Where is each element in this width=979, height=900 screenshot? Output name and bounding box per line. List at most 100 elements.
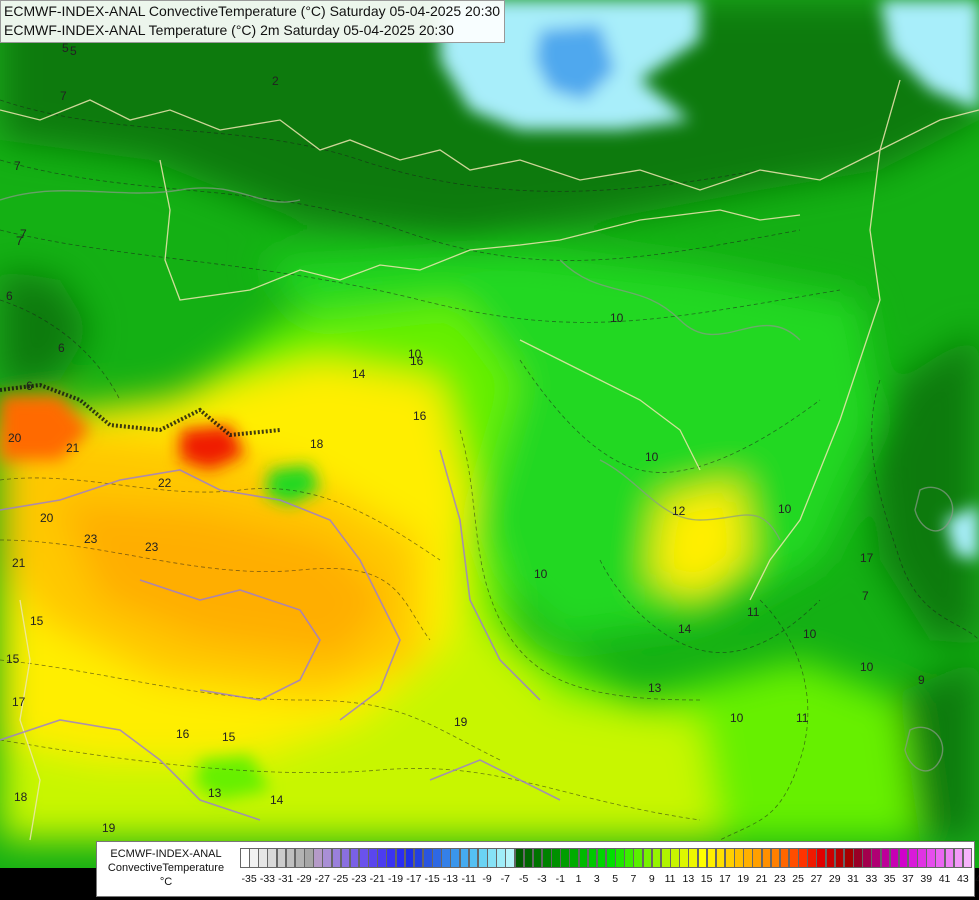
legend-tick-label: -5 [518, 873, 529, 885]
legend-color-bar [240, 848, 973, 868]
contour-label: 10 [730, 711, 744, 725]
deep-cold-sea [535, 25, 615, 100]
border-line [519, 339, 701, 471]
region-boundaries [0, 449, 561, 821]
contour-label: 19 [102, 821, 116, 835]
legend-tick-label: 17 [719, 873, 731, 885]
green-cold-spot [265, 465, 320, 505]
legend-tick-label: 41 [938, 873, 951, 885]
contour-line [519, 359, 821, 473]
contour-label: 10 [778, 502, 792, 516]
legend-tick-label: -13 [442, 873, 459, 885]
contour-label: 16 [413, 409, 427, 423]
contour-label: 11 [747, 605, 760, 619]
legend-tick-label: -3 [537, 873, 547, 885]
contour-label: 10 [610, 311, 624, 325]
grey-line [559, 259, 801, 341]
contour-label: 15 [222, 730, 236, 744]
legend-tick-label: -27 [314, 873, 330, 885]
contour-line [0, 477, 441, 561]
legend-tick-label: 27 [810, 873, 823, 885]
contour-label: 5 [70, 44, 77, 58]
contour-label: 12 [672, 504, 686, 518]
boundary-line [439, 449, 541, 701]
contour-label: 14 [270, 793, 284, 807]
legend-swatch [962, 848, 973, 868]
contour-label: 13 [208, 786, 222, 800]
contour-label: 6 [6, 289, 13, 303]
legend-tick-label: -23 [351, 873, 367, 885]
contour-label: 22 [158, 476, 172, 490]
contour-label: 23 [84, 532, 98, 546]
legend-tick-label: -35 [241, 873, 257, 885]
border-line [749, 79, 901, 601]
west-cold-region [0, 270, 90, 390]
legend-tick-label: 43 [957, 873, 969, 885]
contour-line [0, 159, 801, 261]
contour-lines [0, 99, 979, 841]
contour-label: 6 [58, 341, 65, 355]
contour-label: 6 [26, 379, 33, 393]
legend-source: ECMWF-INDEX-ANAL [110, 848, 222, 860]
contour-label: 16 [410, 354, 424, 368]
map-title-box: ECMWF-INDEX-ANAL ConvectiveTemperature (… [0, 0, 506, 43]
contour-label: 21 [66, 441, 80, 455]
boundary-line [139, 579, 321, 701]
contour-label: 10 [803, 627, 817, 641]
grey-line [904, 726, 944, 772]
border-line [19, 599, 41, 841]
contour-line [719, 599, 809, 841]
legend-variable: ConvectiveTemperature [107, 862, 225, 874]
red-orange-patch [0, 395, 90, 460]
east-yellow-patch [650, 480, 750, 600]
contour-line [0, 229, 841, 323]
legend-tick-label: 5 [612, 873, 619, 885]
legend-tick-label: 11 [664, 873, 676, 885]
border-line [0, 99, 979, 191]
contour-line [0, 299, 121, 401]
contour-label: 15 [30, 614, 44, 628]
legend-tick-label: 15 [700, 873, 713, 885]
legend-tick-label: -21 [369, 873, 385, 885]
grey-line [599, 459, 781, 541]
grey-line [0, 187, 301, 203]
legend-tick-label: 19 [737, 873, 750, 885]
contour-label: 17 [860, 551, 874, 565]
title-temperature-2m: ECMWF-INDEX-ANAL Temperature (°C) 2m Sat… [4, 22, 454, 38]
legend-tick-label: 37 [902, 873, 914, 885]
legend-tick-label: -7 [500, 873, 511, 885]
boundary-line [0, 469, 401, 721]
legend-tick-label: 1 [575, 873, 582, 885]
legend-tick-label: -11 [461, 873, 476, 885]
color-legend: ECMWF-INDEX-ANAL ConvectiveTemperature °… [96, 841, 979, 897]
front-hatching [0, 382, 281, 438]
legend-tick-label: -19 [387, 873, 404, 885]
contour-label: 7 [14, 159, 21, 173]
legend-tick-label: 23 [774, 873, 786, 885]
contour-label: 10 [860, 660, 874, 674]
northeast-sea [880, 0, 979, 110]
legend-tick-label: 31 [847, 873, 859, 885]
contour-line [0, 659, 501, 761]
hot-spots [0, 395, 320, 800]
contour-label: 10 [645, 450, 659, 464]
legend-tick-label: -25 [333, 873, 349, 885]
contour-label: 7 [20, 227, 27, 241]
border-line [159, 159, 801, 301]
grey-contours [0, 187, 954, 772]
contour-line [871, 379, 979, 641]
contour-label: 19 [454, 715, 468, 729]
boundary-line [0, 719, 261, 821]
contour-label: 15 [6, 652, 20, 666]
contour-label: 7 [862, 589, 869, 603]
contour-label: 17 [12, 695, 26, 709]
legend-tick-label: 9 [648, 873, 655, 885]
legend-tick-label: 29 [828, 873, 841, 885]
legend-tick-label: 39 [920, 873, 933, 885]
legend-tick-label: -15 [424, 873, 440, 885]
contour-line [0, 739, 701, 821]
legend-tick-label: 7 [630, 873, 637, 885]
boundary-line [429, 759, 561, 801]
